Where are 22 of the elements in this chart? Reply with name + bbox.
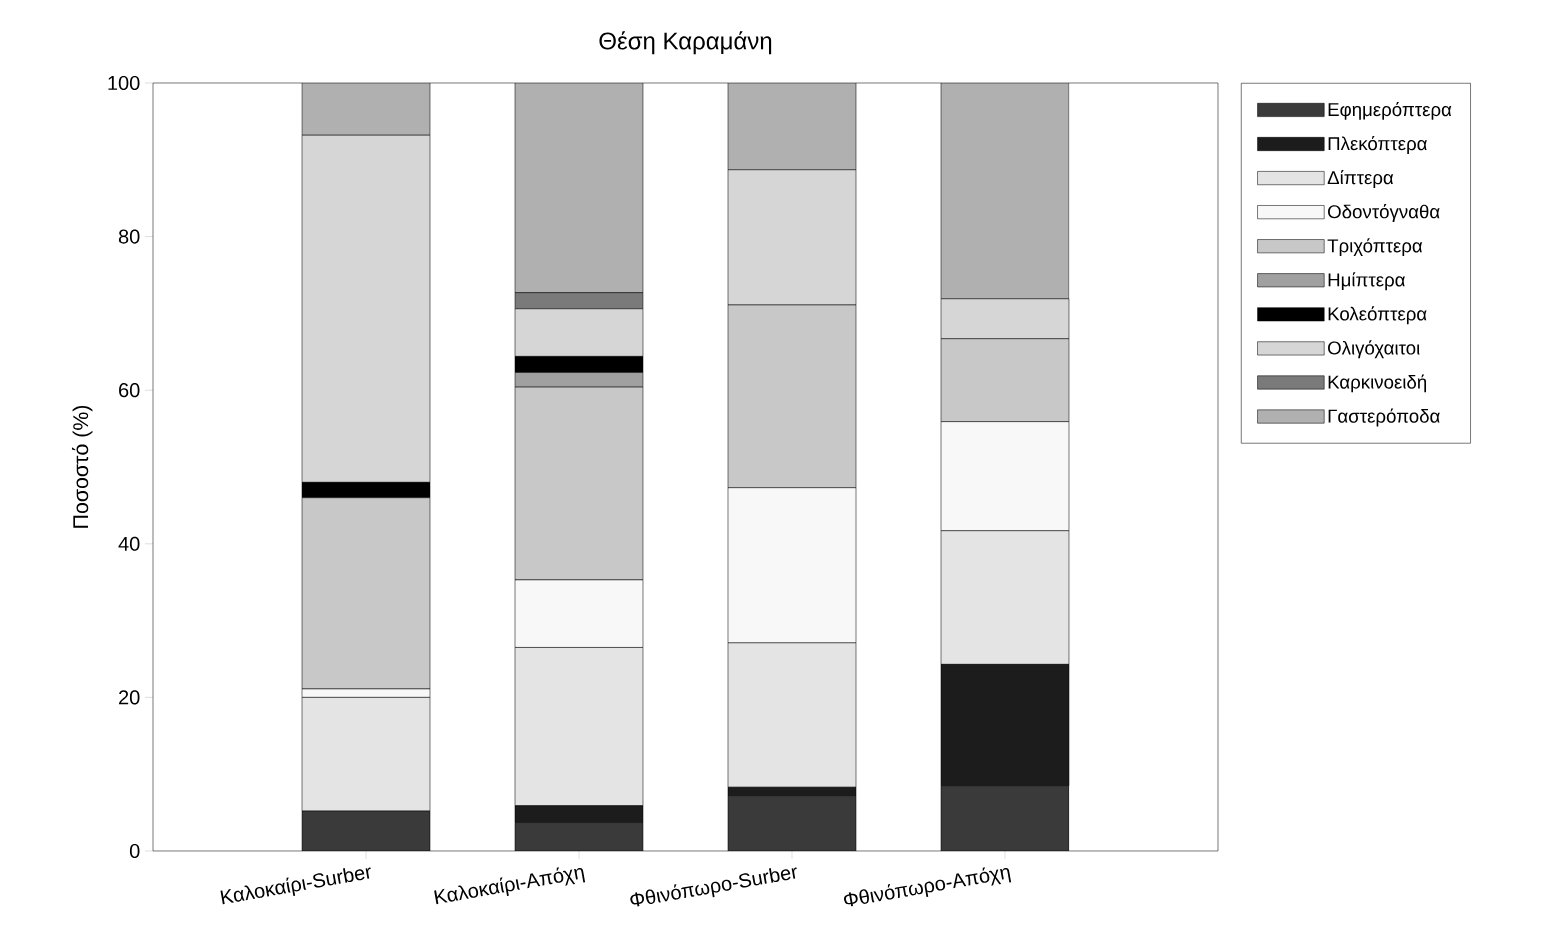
y-axis-title: Ποσοστό (%): [71, 405, 93, 528]
legend-label: Οδοντόγναθα: [1328, 204, 1440, 223]
y-tick-label: 0: [129, 843, 140, 859]
bar: [514, 822, 644, 851]
chart-title: Θέση Καραμάνη: [599, 31, 772, 55]
bar: [727, 795, 857, 851]
legend-label: Πλεκόπτερα: [1328, 135, 1427, 154]
bar: [301, 810, 431, 851]
legend-label: Δίπτερα: [1327, 170, 1394, 188]
legend-label: Ολιγόχαιτοι: [1328, 340, 1420, 359]
y-tick-label: 60: [119, 383, 140, 398]
legend-label: Κολεόπτερα: [1328, 306, 1427, 325]
legend-label: Καρκινοειδή: [1328, 374, 1427, 393]
legend-label: Ημίπτερα: [1328, 272, 1405, 291]
y-tick-label: 80: [118, 229, 140, 244]
legend-label: Τριχόπτερα: [1327, 238, 1423, 257]
bar: [940, 785, 1070, 851]
legend-label: Γαστερόποδα: [1328, 408, 1440, 427]
y-tick-label: 100: [108, 75, 140, 91]
y-tick-label: 20: [119, 690, 140, 705]
y-tick-label: 40: [118, 536, 140, 551]
legend-label: Εφημερόπτερα: [1328, 101, 1452, 120]
